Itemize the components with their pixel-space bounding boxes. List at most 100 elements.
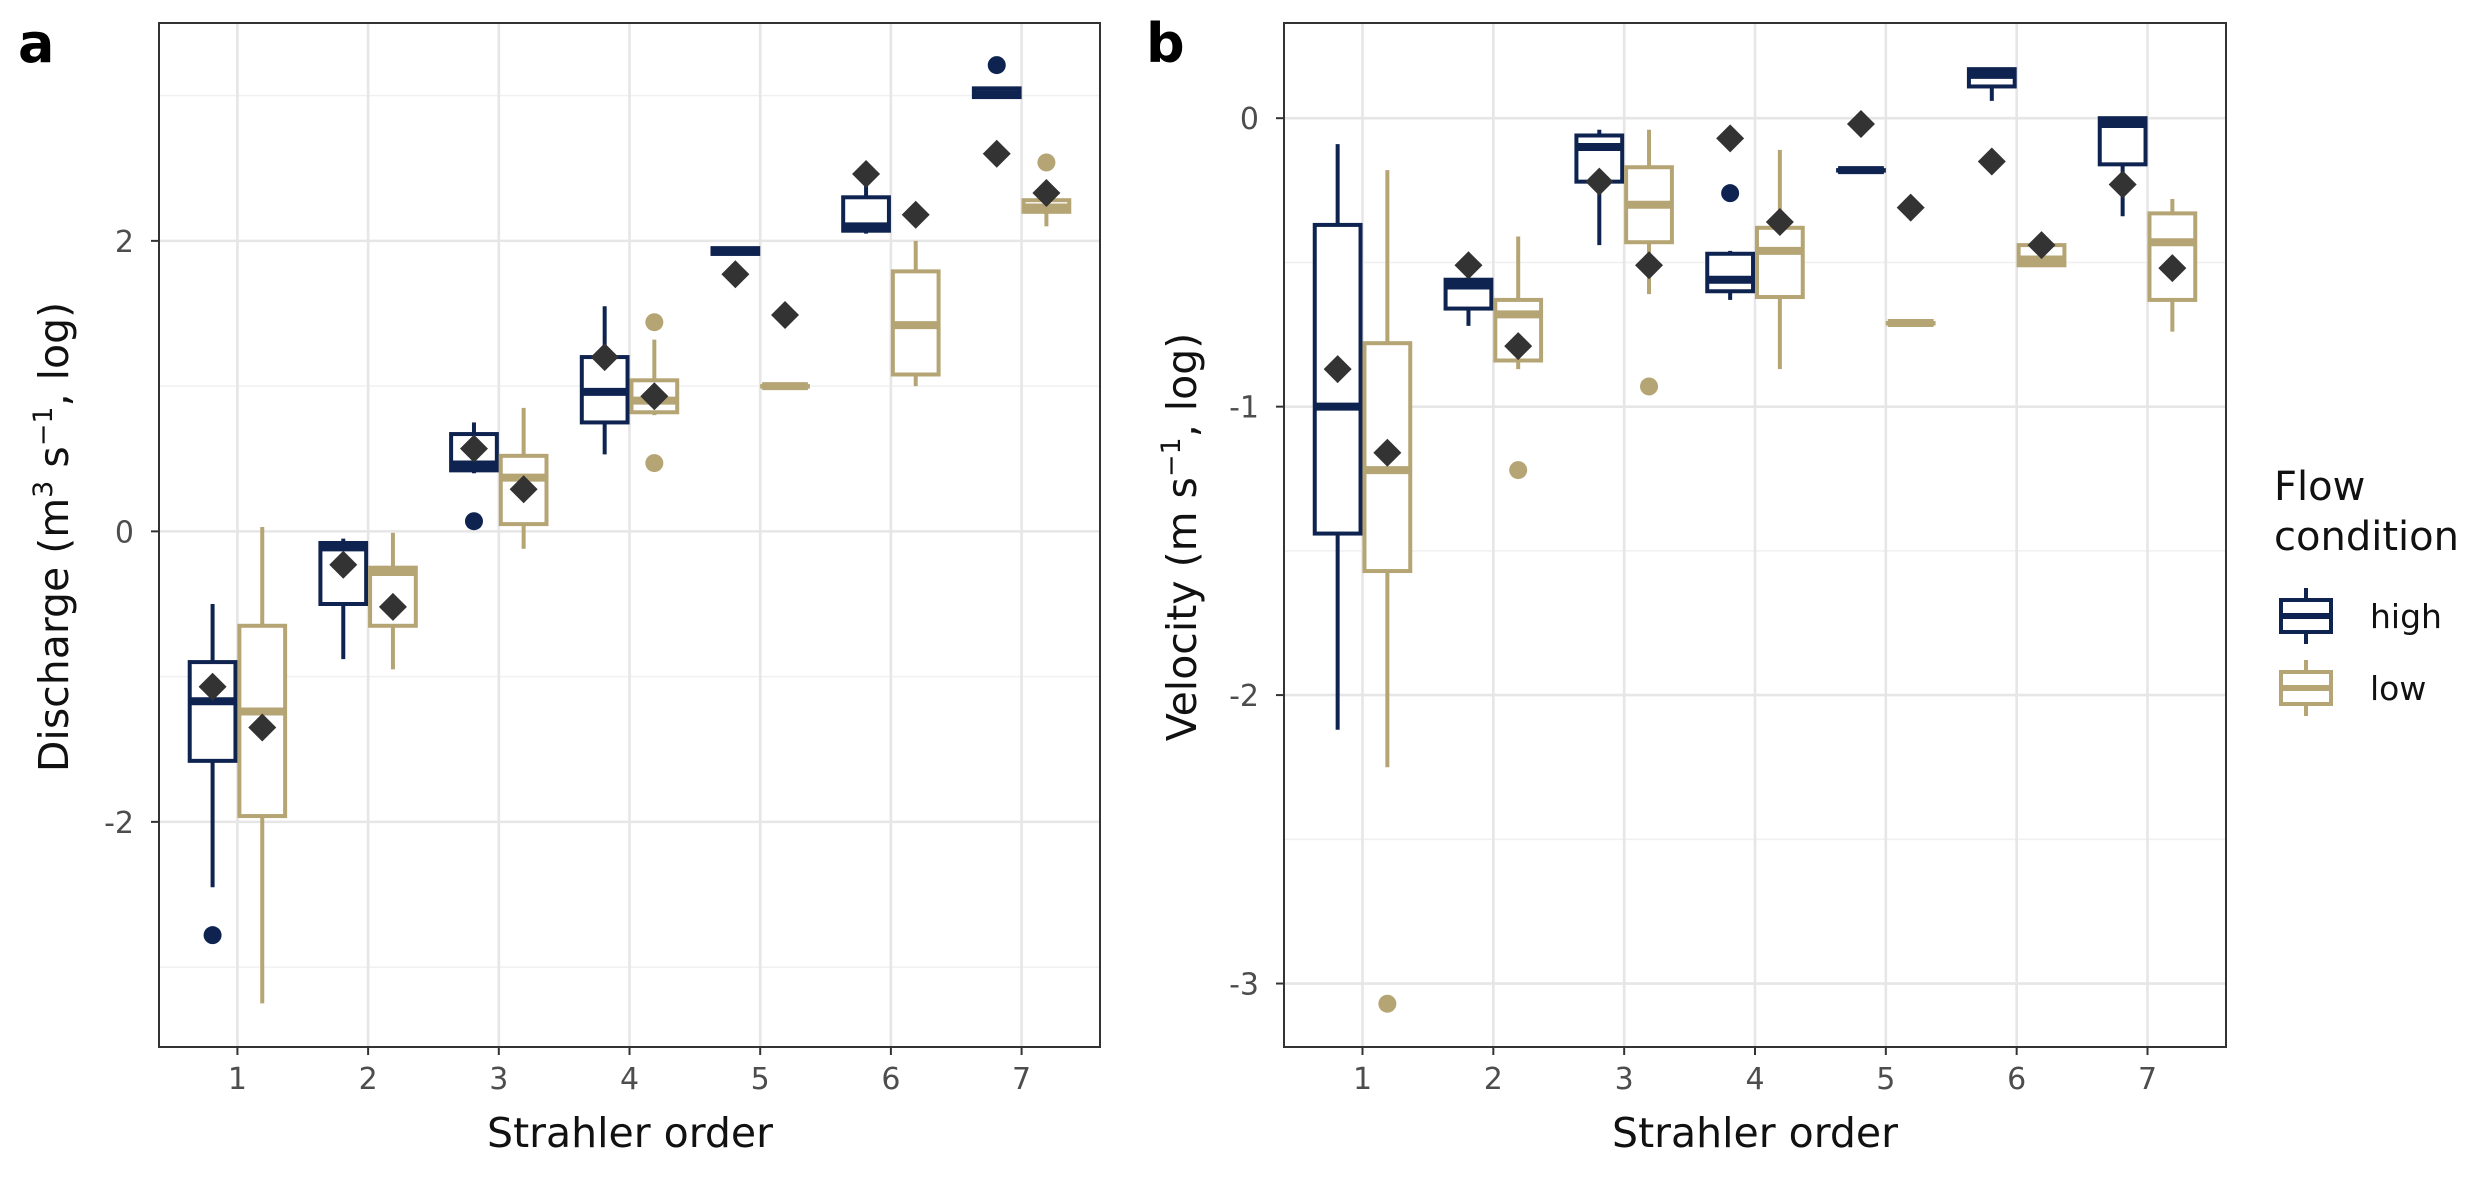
mean-diamond (901, 200, 930, 229)
mean-diamond (1373, 438, 1402, 467)
box-low-order-5 (760, 300, 810, 391)
x-tick-label: 2 (1484, 1062, 1503, 1097)
x-tick-label: 3 (1615, 1062, 1634, 1097)
mean-diamond (1896, 193, 1925, 222)
box-high-order-2 (1443, 251, 1494, 326)
mean-diamond (1635, 251, 1664, 280)
outlier-point (1640, 377, 1659, 396)
box-high-order-6 (841, 160, 891, 234)
outlier-point (1378, 994, 1397, 1013)
panel-a-label: a (18, 12, 54, 75)
panel-a-discharge: -2 0 2 1 2 3 4 5 6 7 a Strahler order Discharge … (18, 12, 1101, 1157)
mean-diamond (1846, 109, 1875, 138)
box-low-order-7 (1021, 153, 1072, 227)
mean-diamond (198, 672, 227, 701)
panel-b-y-ticks: -3 -2 -1 0 (1229, 102, 1284, 1003)
panel-a-y-axis-title: Discharge (m3 s−1, log) (28, 302, 78, 772)
box-low-order-1 (237, 527, 288, 1004)
panel-b-velocity: -3 -2 -1 0 1 2 3 4 5 6 7 b Strahler order Velocit… (1146, 12, 2227, 1157)
outlier-point (1509, 461, 1528, 480)
outlier-point (1721, 184, 1740, 203)
mean-diamond (2108, 170, 2137, 199)
mean-diamond (509, 475, 538, 504)
mean-diamond (329, 550, 358, 579)
x-tick-label: 5 (751, 1062, 770, 1097)
outlier-point (203, 926, 222, 945)
mean-diamond (2158, 254, 2187, 283)
x-tick-label: 7 (2138, 1062, 2157, 1097)
mean-diamond (1032, 178, 1061, 207)
box-low-order-7 (2147, 198, 2198, 332)
box-high-order-4 (579, 306, 630, 455)
x-tick-label: 7 (1012, 1062, 1031, 1097)
mean-diamond (2027, 231, 2056, 260)
box-low-order-4 (1754, 149, 1805, 370)
x-tick-label: 6 (881, 1062, 900, 1097)
panel-a-x-ticks: 1 2 3 4 5 6 7 (228, 1047, 1031, 1097)
panel-a-gridlines (159, 23, 1100, 1047)
box-high-order-2 (318, 538, 369, 660)
box-low-order-4 (629, 313, 680, 473)
box-low-order-1 (1362, 170, 1413, 1013)
panel-b-x-ticks: 1 2 3 4 5 6 7 (1353, 1047, 2157, 1097)
box-high-order-6 (1966, 67, 2017, 176)
mean-diamond (459, 434, 488, 463)
outlier-point (645, 454, 664, 473)
legend-title-line1: Flow (2274, 464, 2365, 510)
x-tick-label: 2 (359, 1062, 378, 1097)
box-low-order-5 (1885, 193, 1936, 327)
legend-label-high: high (2370, 597, 2442, 636)
mean-diamond (1504, 332, 1533, 361)
y-tick-label: -3 (1229, 968, 1259, 1003)
legend-item-low: low (2270, 652, 2426, 724)
panel-a-y-ticks: -2 0 2 (104, 225, 159, 841)
y-tick-label: 0 (1240, 102, 1259, 137)
legend-items: high low (2270, 580, 2442, 724)
box-low-order-6 (890, 200, 941, 387)
box-iqr (1754, 225, 1805, 300)
legend-item-high: high (2270, 580, 2442, 652)
x-tick-label: 4 (1745, 1062, 1764, 1097)
mean-diamond (852, 160, 881, 189)
x-tick-label: 6 (2007, 1062, 2026, 1097)
mean-diamond (771, 300, 800, 329)
mean-diamond (248, 713, 277, 742)
mean-diamond (1454, 251, 1483, 280)
mean-diamond (640, 382, 669, 411)
mean-diamond (1585, 167, 1614, 196)
x-tick-label: 1 (228, 1062, 247, 1097)
panel-b-y-axis-title: Velocity (m s−1, log) (1156, 333, 1206, 742)
box-iqr (1705, 251, 1756, 294)
outlier-point (987, 56, 1006, 75)
legend-title-line2: condition (2274, 514, 2459, 560)
mean-diamond (1977, 147, 2006, 176)
mean-diamond (378, 592, 407, 621)
panel-a-boxplots (187, 56, 1072, 1004)
x-tick-label: 4 (620, 1062, 639, 1097)
y-tick-label: 2 (115, 225, 134, 260)
box-low-order-3 (1624, 129, 1674, 396)
box-high-order-3 (1574, 129, 1625, 246)
x-tick-label: 5 (1876, 1062, 1895, 1097)
outlier-point (1037, 153, 1056, 172)
box-low-order-3 (498, 407, 549, 549)
y-tick-label: -2 (104, 806, 134, 841)
box-high-order-5 (1836, 109, 1886, 175)
y-tick-label: -1 (1229, 391, 1259, 426)
panel-b-boxplots (1312, 67, 2198, 1013)
box-high-order-4 (1705, 124, 1756, 300)
box-high-order-7 (971, 56, 1022, 168)
box-high-order-1 (1312, 144, 1363, 730)
box-low-order-6 (2016, 231, 2067, 268)
outlier-point (464, 512, 483, 531)
box-low-order-2 (1493, 236, 1544, 480)
legend: Flow condition high low (2270, 464, 2459, 724)
x-tick-label: 3 (489, 1062, 508, 1097)
x-tick-label: 1 (1353, 1062, 1372, 1097)
mean-diamond (1765, 208, 1794, 237)
box-low-order-2 (368, 532, 418, 670)
panel-b-x-axis-title: Strahler order (1612, 1109, 1898, 1157)
legend-label-low: low (2370, 669, 2426, 708)
box-high-order-3 (449, 422, 499, 531)
